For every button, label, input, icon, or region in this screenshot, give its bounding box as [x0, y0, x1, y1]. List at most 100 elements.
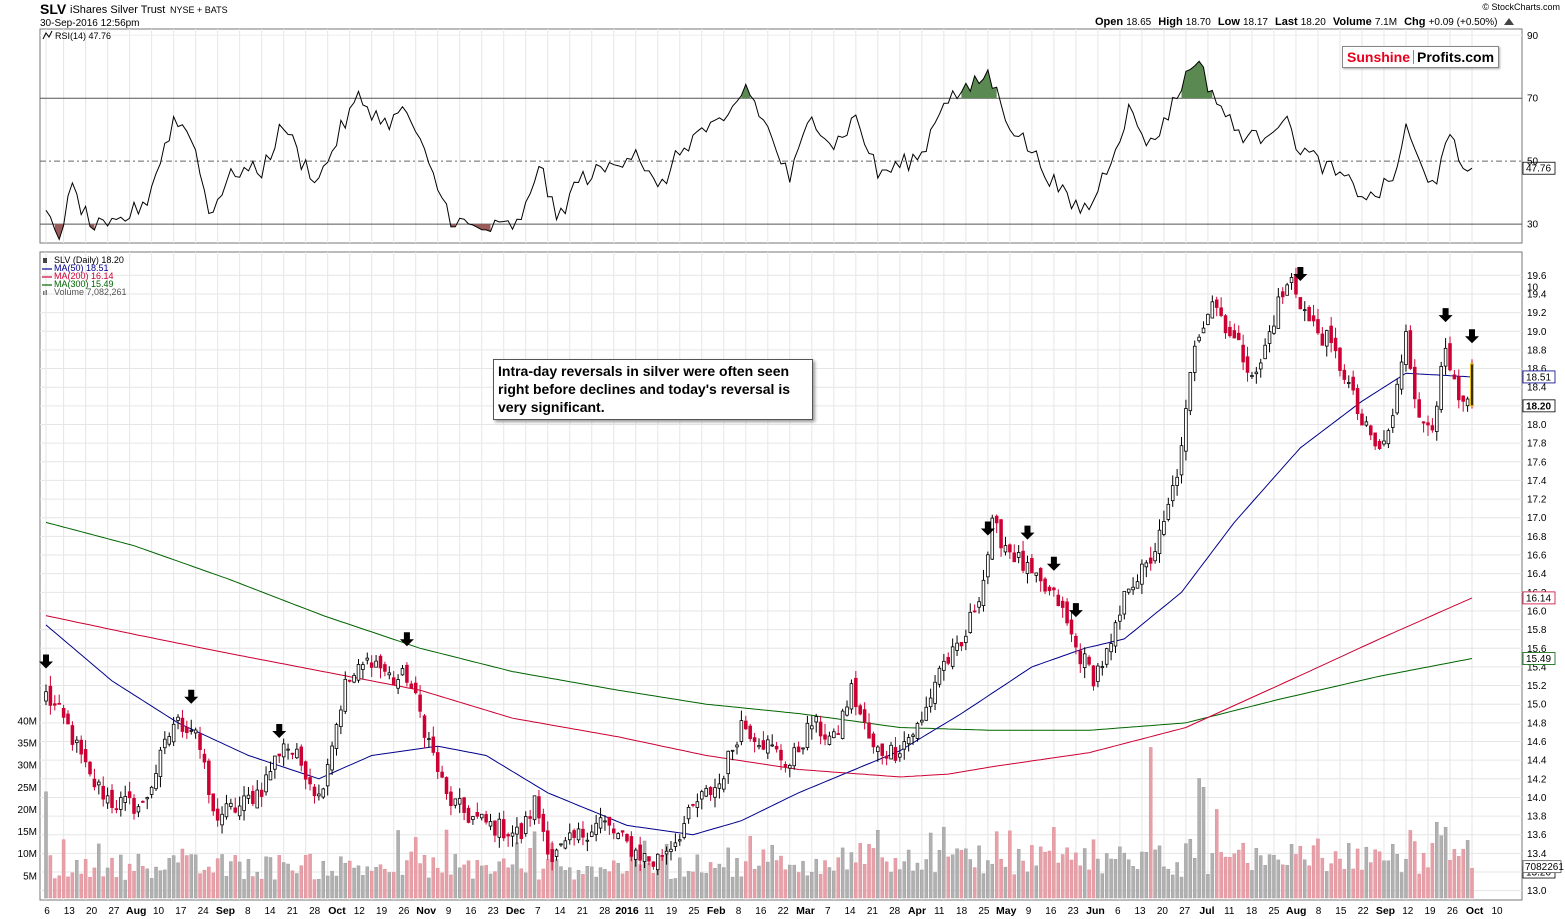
candle-body [286, 748, 290, 751]
volume-bar [114, 877, 119, 899]
candle-body [722, 778, 726, 790]
volume-bar [1250, 870, 1254, 899]
volume-bar [383, 869, 387, 899]
volume-bar [123, 879, 127, 899]
candle-body [1100, 666, 1105, 669]
candle-body [937, 667, 942, 685]
volume-bar [1351, 868, 1355, 899]
volume-bar [1166, 868, 1171, 899]
candle-body [61, 707, 66, 718]
volume-bar [149, 878, 154, 899]
candle-body [1170, 485, 1175, 502]
candle-body [510, 832, 515, 837]
x-tick-label: 23 [488, 906, 500, 917]
volume-bar [180, 848, 185, 899]
x-tick-label: 26 [1447, 906, 1459, 917]
candle-body [352, 675, 356, 683]
candle-body [506, 834, 510, 837]
volume-tick-label: 30M [18, 761, 37, 772]
candle-body [572, 830, 576, 838]
volume-bar [405, 860, 409, 899]
candle-body [378, 655, 383, 669]
volume-bar [933, 872, 937, 899]
candle-body [1329, 325, 1333, 344]
x-tick-label: 8 [1316, 906, 1322, 917]
candle-body [1399, 361, 1404, 390]
candle-body [1131, 586, 1135, 591]
candle-body [567, 832, 572, 841]
volume-bar [1298, 846, 1303, 899]
candle-body [792, 747, 796, 767]
volume-bar [427, 877, 431, 899]
candle-body [383, 664, 387, 672]
candle-body [598, 817, 603, 829]
candle-body [1060, 600, 1065, 608]
volume-bar [167, 858, 171, 899]
volume-bar [1140, 851, 1144, 899]
candle-body [277, 753, 282, 757]
candle-body [347, 679, 352, 682]
candle-body [1408, 330, 1413, 369]
volume-bar [1016, 849, 1021, 899]
volume-bar [928, 832, 933, 899]
candle-body [299, 746, 304, 766]
candle-body [79, 739, 83, 755]
candle-body [726, 750, 730, 775]
price-tick-label: 19.2 [1527, 308, 1547, 319]
candle-body [1012, 552, 1017, 563]
x-tick-label: Jun [1086, 905, 1105, 917]
volume-bar [893, 858, 898, 899]
price-tick-label: 16.6 [1527, 551, 1547, 562]
volume-bar [686, 871, 691, 899]
volume-bar [532, 831, 537, 899]
candle-body [396, 679, 400, 689]
volume-bar [44, 791, 48, 899]
volume-bar [1259, 855, 1263, 899]
volume-bar [713, 868, 717, 899]
volume-bar [127, 863, 132, 899]
candle-body [876, 746, 880, 752]
x-tick-label: 13 [64, 906, 76, 917]
chg-label: Chg [1404, 16, 1426, 28]
candle-body [66, 713, 70, 725]
candle-body [290, 752, 295, 755]
candle-body [321, 788, 326, 798]
candle-body [1162, 520, 1166, 535]
candle-body [462, 797, 466, 813]
candle-body [405, 664, 409, 683]
volume-bar [783, 869, 788, 899]
candle-body [1276, 296, 1281, 329]
candle-body [893, 747, 898, 761]
candle-body [515, 826, 519, 835]
open-value: 18.65 [1126, 17, 1152, 28]
candle-body [101, 785, 105, 800]
volume-bar [946, 856, 950, 899]
volume-bar [748, 836, 752, 899]
volume-bar [810, 871, 814, 899]
volume-bar [660, 855, 664, 899]
volume-bar [537, 879, 541, 899]
candle-body [53, 703, 57, 706]
volume-bar [832, 870, 836, 899]
x-tick-label: 12 [1402, 906, 1414, 917]
candle-body [339, 709, 343, 728]
candle-body [1030, 558, 1034, 574]
price-tick-label: 13.4 [1527, 849, 1547, 860]
price-tick-label: 14.0 [1527, 793, 1547, 804]
volume-bar [1241, 842, 1245, 899]
volume-bar [594, 876, 598, 899]
volume-bar [664, 843, 669, 899]
volume-bar [1245, 862, 1250, 899]
price-legend-label: MA(50) 18.51 [54, 263, 109, 273]
volume-bar [823, 860, 827, 899]
volume-bar [435, 868, 440, 899]
volume-bar [396, 830, 400, 899]
volume-bar [352, 867, 356, 899]
candle-body [686, 806, 691, 820]
price-tick-label: 18.6 [1527, 364, 1547, 375]
candle-body [1109, 643, 1113, 653]
volume-bar [444, 829, 449, 899]
candle-body [761, 740, 766, 750]
x-tick-label: 25 [688, 906, 700, 917]
volume-bar [466, 860, 471, 899]
